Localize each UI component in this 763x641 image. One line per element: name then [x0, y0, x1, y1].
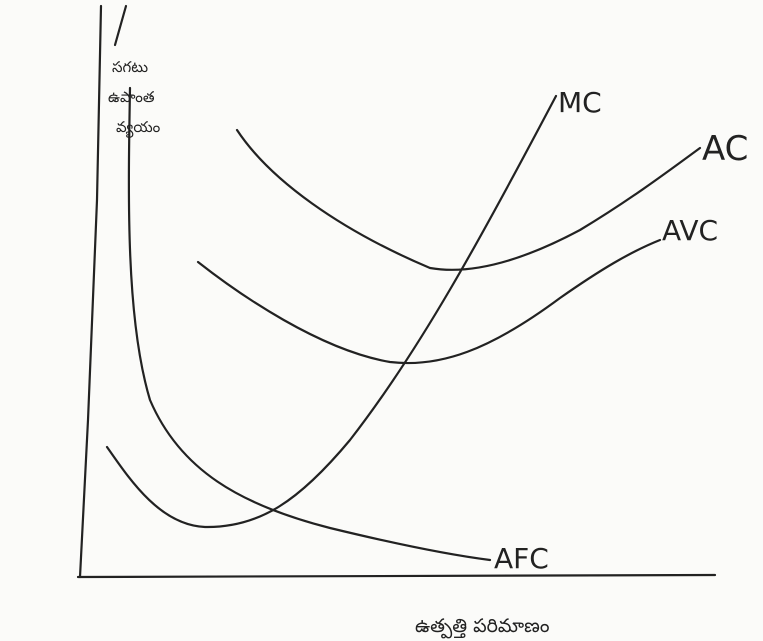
ac-label: AC: [702, 129, 748, 169]
avc-label: AVC: [662, 214, 718, 247]
y-axis-label-line: వ్యయం: [116, 118, 161, 138]
afc-curve: [127, 86, 492, 562]
ac-curve: [235, 128, 702, 271]
y-axis-label-line: ఉపాంత: [108, 88, 155, 106]
afc-label: AFC: [494, 542, 549, 575]
avc-curve: [196, 238, 662, 365]
mc-label: MC: [558, 86, 602, 119]
axis-stroke: [113, 4, 128, 47]
mc-curve: [105, 94, 558, 529]
y-axis-label-line: సగటు: [112, 58, 148, 76]
y-axis: [78, 4, 103, 579]
x-axis: [76, 573, 717, 579]
x-axis-label: ఉత్పత్తి పరిమాణం: [415, 615, 549, 639]
